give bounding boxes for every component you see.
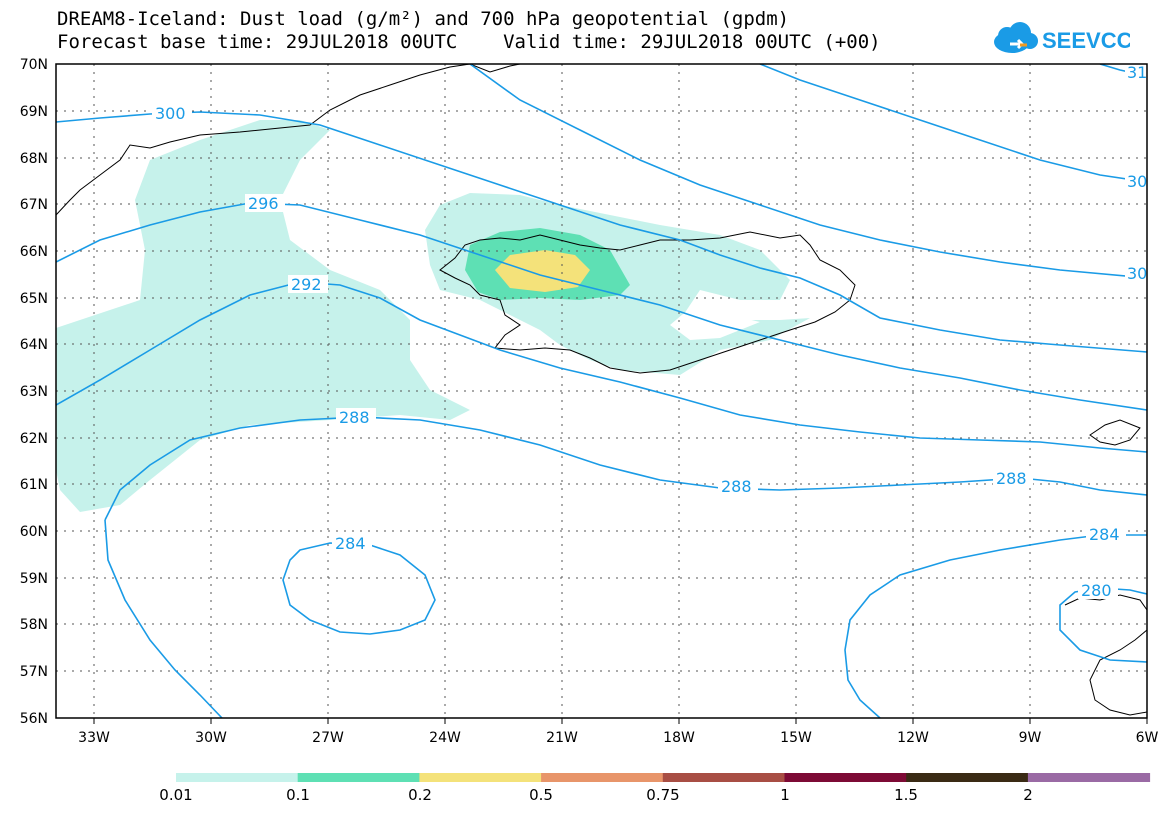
lon-label: 24W (429, 730, 461, 746)
lon-label: 27W (312, 730, 344, 746)
lat-label: 66N (20, 244, 48, 260)
dust-area-high (495, 250, 590, 292)
lat-label: 68N (20, 151, 48, 167)
colorbar (176, 773, 1151, 782)
contour-292 (56, 281, 1147, 453)
lat-label: 70N (20, 57, 48, 73)
colorbar-segment (297, 773, 420, 782)
lat-label: 61N (20, 477, 48, 493)
graticule (56, 64, 1147, 718)
lat-label: 69N (20, 104, 48, 120)
contour-label: 288 (339, 408, 370, 427)
contour-label: 292 (291, 275, 322, 294)
contour-label: 284 (335, 534, 366, 553)
map-title: DREAM8-Iceland: Dust load (g/m²) and 700… (57, 8, 790, 30)
lat-label: 63N (20, 384, 48, 400)
lat-label: 67N (20, 197, 48, 213)
colorbar-segment (541, 773, 664, 782)
lat-label: 62N (20, 431, 48, 447)
lat-label: 57N (20, 664, 48, 680)
contour-label: 30 (1127, 264, 1147, 283)
lat-label: 60N (20, 524, 48, 540)
lat-label: 64N (20, 337, 48, 353)
contour-label-boxes (152, 64, 1147, 599)
contour-300 (56, 111, 1147, 353)
contour-288 (104, 416, 1147, 521)
contour-label: 288 (996, 469, 1027, 488)
lat-labels: 70N 69N 68N 67N 66N 65N 64N 63N 62N 61N … (20, 57, 48, 727)
scotland-coast (1064, 594, 1147, 716)
contour-280 (1059, 587, 1147, 663)
seevccc-logo: SEEVCCC (994, 22, 1130, 53)
contour-label: 30 (1127, 172, 1147, 191)
contour-304 (469, 64, 1147, 279)
faroe-coast (1089, 419, 1141, 446)
colorbar-label: 0.01 (159, 786, 192, 804)
lat-label: 65N (20, 291, 48, 307)
colorbar-segment (1027, 773, 1151, 782)
colorbar-label: 1 (780, 786, 790, 804)
lon-label: 6W (1136, 730, 1159, 746)
logo-text: SEEVCCC (1042, 28, 1130, 53)
colorbar-segment (176, 773, 299, 782)
colorbar-label: 0.5 (529, 786, 553, 804)
lon-label: 21W (546, 730, 578, 746)
colorbar-labels: 0.01 0.1 0.2 0.5 0.75 1 1.5 2 (159, 786, 1032, 804)
contour-296 (56, 202, 1147, 411)
colorbar-segment (419, 773, 542, 782)
contour-288-west (104, 519, 223, 718)
colorbar-segment (906, 773, 1029, 782)
contour-label: 300 (155, 104, 186, 123)
contour-label: 284 (1089, 525, 1120, 544)
lon-labels: 33W 30W 27W 24W 21W 18W 15W 12W 9W 6W (78, 730, 1158, 746)
contour-label: 280 (1081, 581, 1112, 600)
colorbar-label: 0.1 (286, 786, 310, 804)
dust-area-west (56, 120, 470, 512)
lon-label: 12W (897, 730, 929, 746)
colorbar-label: 2 (1023, 786, 1033, 804)
contour-284-closed (282, 542, 436, 635)
contour-284-east (844, 534, 1147, 718)
colorbar-label: 1.5 (894, 786, 918, 804)
geopotential-contours (56, 64, 1147, 718)
lon-label: 33W (78, 730, 110, 746)
lon-label: 30W (195, 730, 227, 746)
tick-marks (93, 718, 1148, 724)
lat-label: 56N (20, 711, 48, 727)
contour-label: 296 (248, 194, 279, 213)
colorbar-segment (662, 773, 785, 782)
contour-label: 288 (721, 477, 752, 496)
lon-label: 9W (1019, 730, 1042, 746)
lon-label: 18W (663, 730, 695, 746)
map-frame (55, 63, 1148, 719)
cloud-icon (994, 22, 1038, 53)
lon-label: 15W (780, 730, 812, 746)
colorbar-label: 0.2 (408, 786, 432, 804)
lat-label: 58N (20, 617, 48, 633)
colorbar-segment (784, 773, 907, 782)
map-subtitle: Forecast base time: 29JUL2018 00UTC Vali… (57, 31, 881, 53)
colorbar-label: 0.75 (646, 786, 679, 804)
lat-label: 59N (20, 571, 48, 587)
contour-310 (759, 64, 1147, 183)
contour-label: 31 (1127, 63, 1147, 82)
contour-labels: 300 296 292 288 288 288 284 284 280 31 3… (155, 63, 1147, 600)
greenland-coast (56, 64, 521, 216)
